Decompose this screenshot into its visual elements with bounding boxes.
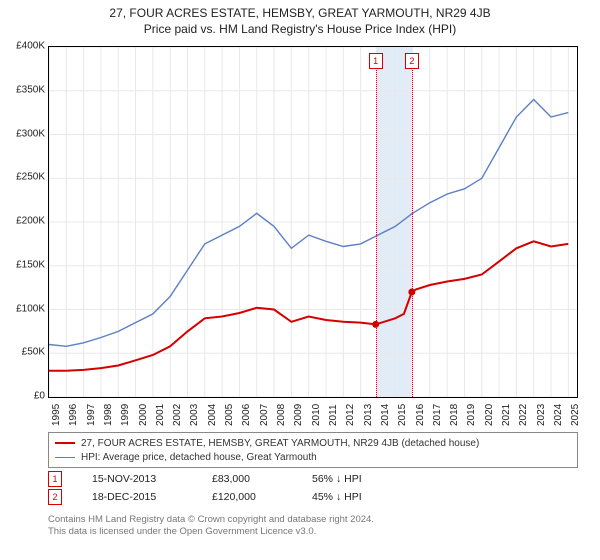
x-tick-label: 2018 — [449, 404, 460, 426]
sale-marker-box: 2 — [405, 53, 419, 69]
x-tick-label: 2011 — [328, 404, 339, 426]
x-tick-label: 2021 — [501, 404, 512, 426]
y-tick-label: £400K — [5, 41, 45, 52]
legend-swatch-hpi — [55, 457, 75, 458]
title-subtitle: Price paid vs. HM Land Registry's House … — [0, 22, 600, 36]
sale-marker-icon: 1 — [48, 471, 62, 487]
x-tick-label: 2020 — [484, 404, 495, 426]
y-tick-label: £250K — [5, 172, 45, 183]
y-tick-label: £350K — [5, 84, 45, 95]
sales-row: 2 18-DEC-2015 £120,000 45% ↓ HPI — [48, 488, 578, 506]
x-tick-label: 2008 — [276, 404, 287, 426]
legend-swatch-property — [55, 442, 75, 444]
x-tick-label: 1998 — [103, 404, 114, 426]
y-tick-label: £300K — [5, 128, 45, 139]
sales-row: 1 15-NOV-2013 £83,000 56% ↓ HPI — [48, 470, 578, 488]
x-tick-label: 2006 — [241, 404, 252, 426]
sale-marker-line — [376, 63, 377, 397]
sale-date: 15-NOV-2013 — [92, 473, 182, 485]
arrow-down-icon: ↓ — [336, 491, 341, 503]
sales-table: 1 15-NOV-2013 £83,000 56% ↓ HPI 2 18-DEC… — [48, 470, 578, 506]
arrow-down-icon: ↓ — [336, 473, 341, 485]
chart-container: 27, FOUR ACRES ESTATE, HEMSBY, GREAT YAR… — [0, 0, 600, 560]
x-tick-label: 2004 — [207, 404, 218, 426]
x-tick-label: 2002 — [172, 404, 183, 426]
x-tick-label: 2017 — [432, 404, 443, 426]
x-tick-label: 2013 — [363, 404, 374, 426]
x-tick-label: 2022 — [518, 404, 529, 426]
sale-pct: 45% ↓ HPI — [312, 491, 392, 503]
x-tick-label: 1996 — [68, 404, 79, 426]
y-tick-label: £50K — [5, 347, 45, 358]
legend-label-hpi: HPI: Average price, detached house, Grea… — [81, 452, 317, 463]
x-tick-label: 1999 — [120, 404, 131, 426]
x-tick-label: 2007 — [259, 404, 270, 426]
x-tick-label: 2025 — [570, 404, 581, 426]
chart-titles: 27, FOUR ACRES ESTATE, HEMSBY, GREAT YAR… — [0, 0, 600, 36]
sale-marker-box: 1 — [369, 53, 383, 69]
sale-marker-line — [412, 63, 413, 397]
legend-row-hpi: HPI: Average price, detached house, Grea… — [55, 450, 571, 464]
x-tick-label: 1995 — [51, 404, 62, 426]
footer-attribution: Contains HM Land Registry data © Crown c… — [48, 514, 374, 539]
x-tick-label: 2012 — [345, 404, 356, 426]
x-tick-label: 2019 — [466, 404, 477, 426]
y-tick-label: £100K — [5, 303, 45, 314]
x-tick-label: 2009 — [293, 404, 304, 426]
sale-marker-icon: 2 — [48, 489, 62, 505]
x-tick-label: 2024 — [553, 404, 564, 426]
x-tick-label: 2003 — [189, 404, 200, 426]
footer-line1: Contains HM Land Registry data © Crown c… — [48, 514, 374, 526]
x-tick-label: 2015 — [397, 404, 408, 426]
y-tick-label: £150K — [5, 259, 45, 270]
footer-line2: This data is licensed under the Open Gov… — [48, 526, 374, 538]
x-tick-label: 2014 — [380, 404, 391, 426]
y-tick-label: £0 — [5, 391, 45, 402]
x-tick-label: 2005 — [224, 404, 235, 426]
sale-date: 18-DEC-2015 — [92, 491, 182, 503]
legend-label-property: 27, FOUR ACRES ESTATE, HEMSBY, GREAT YAR… — [81, 438, 479, 449]
legend: 27, FOUR ACRES ESTATE, HEMSBY, GREAT YAR… — [48, 432, 578, 468]
x-tick-label: 2023 — [536, 404, 547, 426]
x-tick-label: 1997 — [86, 404, 97, 426]
y-tick-label: £200K — [5, 216, 45, 227]
chart-svg — [49, 47, 577, 397]
x-tick-label: 2016 — [415, 404, 426, 426]
sale-price: £120,000 — [212, 491, 282, 503]
x-tick-label: 2010 — [311, 404, 322, 426]
plot-area: 12 — [48, 46, 578, 398]
sale-price: £83,000 — [212, 473, 282, 485]
legend-row-property: 27, FOUR ACRES ESTATE, HEMSBY, GREAT YAR… — [55, 436, 571, 450]
sale-pct: 56% ↓ HPI — [312, 473, 392, 485]
title-address: 27, FOUR ACRES ESTATE, HEMSBY, GREAT YAR… — [0, 6, 600, 20]
x-tick-label: 2000 — [138, 404, 149, 426]
x-tick-label: 2001 — [155, 404, 166, 426]
